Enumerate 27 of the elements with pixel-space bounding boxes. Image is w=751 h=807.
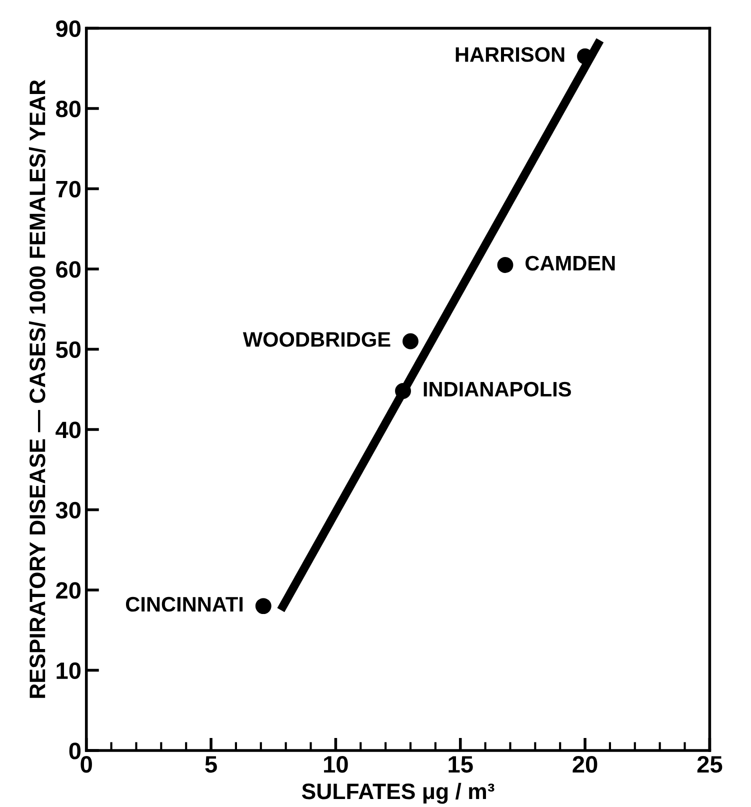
y-tick-label: 70: [56, 180, 81, 198]
point: [395, 383, 411, 399]
x-tick-label: 5: [205, 756, 217, 773]
x-tick-label: 10: [324, 756, 348, 773]
point: [255, 598, 272, 614]
x-tick-label: 20: [572, 756, 598, 773]
y-tick-label: 40: [56, 422, 81, 438]
annotation: INDIANAPOLIS: [424, 382, 571, 397]
x-tick-label: 15: [448, 756, 473, 773]
x-tick-label: 0: [80, 756, 92, 773]
y-tick-label: 90: [56, 20, 81, 38]
y-tick-label: 50: [56, 341, 81, 358]
point: [402, 333, 418, 350]
x-tick-label: 25: [697, 756, 722, 773]
y-tick-label: 0: [69, 742, 81, 760]
point: [497, 257, 514, 273]
annotation: WOODBRIDGE: [242, 332, 390, 347]
y-tick-label: 60: [56, 261, 81, 278]
y-tick-label: 20: [56, 582, 81, 599]
x-axis-title: SULFATES μg / m³: [302, 782, 494, 804]
y-tick-label: 30: [56, 502, 81, 519]
y-tick-label: 10: [56, 662, 81, 680]
annotation: CAMDEN: [526, 256, 615, 271]
annotation: CINCINNATI: [126, 596, 243, 612]
annotation: HARRISON: [456, 47, 564, 62]
y-axis-title: RESPIRATORY DISEASE — CASES/ 1000 FEMALES/ YEAR: [28, 80, 46, 698]
y-tick-label: 80: [56, 100, 81, 118]
